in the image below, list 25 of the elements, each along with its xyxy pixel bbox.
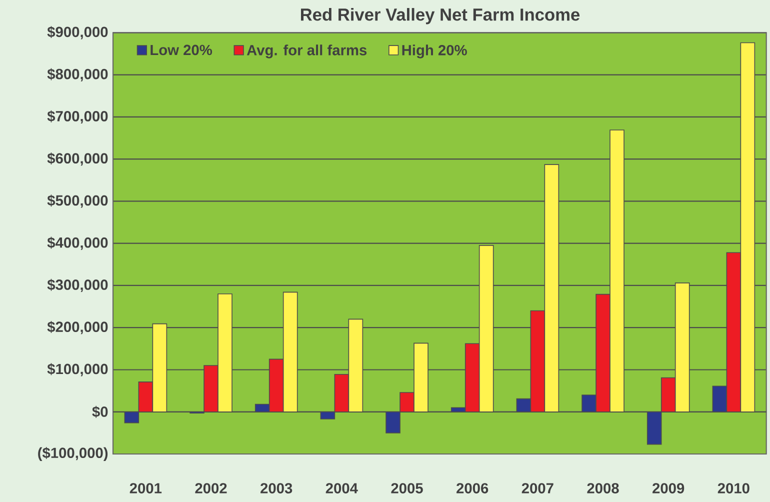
x-tick-label: 2005 bbox=[391, 483, 423, 494]
legend-label: Low 20% bbox=[150, 44, 212, 56]
y-tick-label: ($100,000) bbox=[38, 447, 108, 461]
y-tick-label: $700,000 bbox=[47, 110, 108, 124]
x-tick-label: 2004 bbox=[326, 483, 358, 494]
legend-label: High 20% bbox=[402, 44, 467, 58]
x-tick-label: 2007 bbox=[522, 483, 554, 494]
y-tick-label: $600,000 bbox=[47, 152, 108, 166]
x-tick-label: 2009 bbox=[652, 483, 684, 494]
y-tick-label: $900,000 bbox=[47, 26, 108, 40]
x-tick-label: 2003 bbox=[260, 483, 292, 494]
y-tick-label: $0 bbox=[92, 406, 108, 418]
x-tick-label: 2002 bbox=[195, 483, 227, 494]
x-tick-label: 2001 bbox=[130, 483, 162, 494]
chart-title: Red River Valley Net Farm Income bbox=[300, 8, 580, 24]
y-tick-label: $100,000 bbox=[47, 363, 108, 376]
x-tick-label: 2008 bbox=[587, 483, 619, 494]
y-tick-label: $200,000 bbox=[47, 321, 108, 334]
x-tick-label: 2010 bbox=[718, 483, 750, 494]
y-tick-label: $300,000 bbox=[47, 278, 108, 292]
y-tick-label: $500,000 bbox=[47, 194, 108, 208]
y-tick-label: $400,000 bbox=[47, 236, 108, 250]
x-tick-label: 2006 bbox=[456, 483, 488, 494]
legend-label: Avg. for all farms bbox=[246, 44, 367, 58]
y-tick-label: $800,000 bbox=[47, 68, 108, 82]
